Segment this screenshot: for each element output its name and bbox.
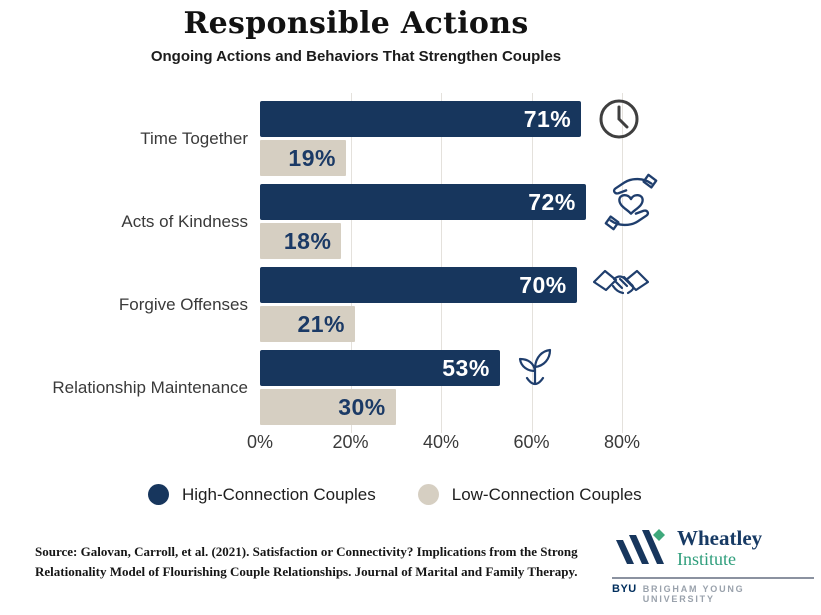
handshake-icon bbox=[592, 265, 649, 310]
source-citation: Source: Galovan, Carroll, et al. (2021).… bbox=[35, 542, 600, 582]
chart-header: Responsible Actions Ongoing Actions and … bbox=[0, 6, 712, 65]
bar-low-connection: 30% bbox=[260, 389, 396, 425]
bar-high-connection: 72% bbox=[260, 184, 586, 220]
x-tick-label: 0% bbox=[246, 432, 273, 452]
bar-high-connection: 53% bbox=[260, 350, 500, 386]
bar-value-label: 30% bbox=[338, 393, 386, 420]
bar-group: Acts of Kindness 72% 18% bbox=[0, 173, 821, 259]
gridline bbox=[441, 93, 442, 433]
plant-icon bbox=[516, 345, 554, 396]
legend-label: Low-Connection Couples bbox=[451, 484, 642, 504]
page-subtitle: Ongoing Actions and Behaviors That Stren… bbox=[150, 48, 562, 65]
x-tick-label: 20% bbox=[332, 432, 369, 452]
logo-wheatley-text: Wheatley bbox=[677, 526, 763, 550]
bar-value-label: 53% bbox=[442, 354, 490, 381]
gridline bbox=[350, 93, 352, 433]
bar-value-label: 18% bbox=[283, 227, 332, 254]
source-line-1: Source: Galovan, Carroll, et al. (2021).… bbox=[35, 544, 578, 559]
byu-university-text: BRIGHAM YOUNG UNIVERSITY bbox=[642, 584, 745, 604]
x-tick-label: 80% bbox=[603, 432, 641, 452]
x-tick-label: 40% bbox=[422, 432, 460, 452]
bar-value-label: 72% bbox=[528, 188, 576, 215]
legend-label: High-Connection Couples bbox=[182, 484, 376, 504]
bar-group: Time Together 71% 19% bbox=[0, 99, 821, 176]
hands-heart-icon bbox=[602, 170, 660, 239]
wheatley-w-mark-icon bbox=[612, 528, 668, 571]
gridline bbox=[531, 93, 533, 433]
category-label: Forgive Offenses bbox=[118, 294, 248, 314]
legend-item: Low-Connection Couples bbox=[417, 484, 642, 505]
bar-low-connection: 18% bbox=[260, 223, 342, 259]
chart-legend: High-Connection Couples Low-Connection Co… bbox=[148, 484, 642, 505]
wheatley-institute-logo: Wheatley Institute BYU BRIGHAM YOUNG UNI… bbox=[612, 528, 814, 604]
bar-value-label: 21% bbox=[297, 310, 346, 337]
source-line-2: Relationality Model of Flourishing Coupl… bbox=[35, 564, 578, 579]
bar-group: Relationship Maintenance 53% 30% bbox=[0, 348, 821, 425]
category-label: Time Together bbox=[140, 128, 248, 148]
bar-group: Forgive Offenses 70% 21% bbox=[0, 267, 821, 342]
logo-divider bbox=[612, 577, 814, 579]
legend-item: High-Connection Couples bbox=[148, 484, 376, 505]
logo-institute-text: Institute bbox=[677, 549, 736, 569]
clock-icon bbox=[597, 97, 641, 146]
bar-value-label: 70% bbox=[519, 271, 567, 298]
legend-dot bbox=[417, 484, 439, 505]
page-title: Responsible Actions bbox=[183, 6, 529, 41]
bar-high-connection: 70% bbox=[260, 267, 577, 303]
x-tick-label: 60% bbox=[513, 432, 550, 452]
legend-dot bbox=[148, 484, 169, 505]
bar-value-label: 71% bbox=[523, 105, 572, 132]
category-label: Acts of Kindness bbox=[121, 211, 248, 231]
bar-low-connection: 21% bbox=[260, 306, 356, 342]
bar-high-connection: 71% bbox=[260, 101, 582, 137]
byu-wordmark: BYU bbox=[612, 583, 637, 595]
bar-value-label: 19% bbox=[288, 144, 336, 171]
gridline bbox=[622, 93, 623, 433]
bar-low-connection: 19% bbox=[260, 140, 346, 176]
category-label: Relationship Maintenance bbox=[52, 377, 248, 397]
